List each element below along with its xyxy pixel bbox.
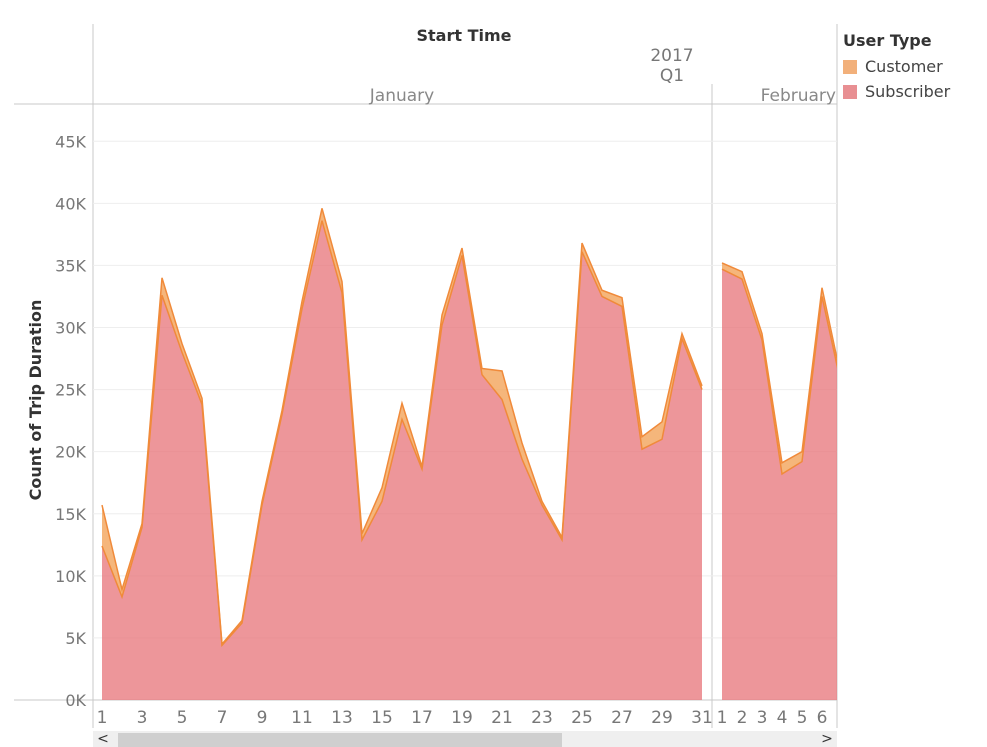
subscriber-area-february[interactable] [722,269,842,700]
x-tick-label: 19 [451,708,473,728]
x-tick-label: 1 [97,708,108,728]
x-tick-label: 29 [651,708,673,728]
x-tick-label: 27 [611,708,633,728]
x-tick-label: 3 [137,708,148,728]
y-tick-label: 25K [55,381,86,400]
x-tick-label: 6 [817,708,828,728]
quarter-label: Q1 [660,66,684,86]
x-tick-label: 31 [691,708,713,728]
x-tick-label: 11 [291,708,313,728]
x-tick-label: 7 [217,708,228,728]
y-tick-label: 5K [65,629,86,648]
x-tick-label: 15 [371,708,393,728]
y-tick-label: 35K [55,256,86,275]
month-pane-january [101,208,703,700]
legend-item-subscriber[interactable]: Subscriber [843,79,950,104]
legend-label-subscriber: Subscriber [865,82,951,101]
x-tick-label: 1 [717,708,728,728]
x-tick-label: 4 [777,708,788,728]
month-pane-february [721,262,842,700]
horizontal-scrollbar[interactable]: < > [93,731,837,747]
x-tick-label: 25 [571,708,593,728]
month-label-january: January [369,86,434,106]
x-tick-label: 5 [797,708,808,728]
legend-label-customer: Customer [865,57,943,76]
x-tick-label: 21 [491,708,513,728]
y-tick-label: 45K [55,132,86,151]
total-line-february[interactable] [721,262,842,465]
subscriber-area-january[interactable] [102,220,702,700]
customer-swatch-icon [843,59,857,74]
subscriber-line-february[interactable] [721,268,842,476]
x-tick-label: 5 [177,708,188,728]
month-label-february: February [761,86,836,106]
year-label: 2017 [650,46,693,66]
scroll-right-icon[interactable]: > [821,731,833,747]
x-tick-label: 13 [331,708,353,728]
y-tick-label: 10K [55,567,86,586]
y-axis-label: Count of Trip Duration [26,300,45,501]
x-tick-label: 9 [257,708,268,728]
subscriber-swatch-icon [843,84,857,99]
y-tick-label: 20K [55,443,86,462]
scrollbar-thumb[interactable] [118,733,562,747]
y-tick-label: 40K [55,194,86,213]
total-line-january[interactable] [101,208,703,646]
x-tick-label: 2 [737,708,748,728]
x-tick-label: 23 [531,708,553,728]
y-tick-label: 0K [65,691,86,710]
y-tick-label: 30K [55,319,86,338]
legend-title: User Type [843,31,932,50]
y-tick-label: 15K [55,505,86,524]
header-title: Start Time [417,26,512,45]
legend: User Type Customer Subscriber [843,31,950,104]
x-tick-label: 17 [411,708,433,728]
legend-item-customer[interactable]: Customer [843,54,950,79]
x-tick-label: 3 [757,708,768,728]
scroll-left-icon[interactable]: < [97,731,109,747]
